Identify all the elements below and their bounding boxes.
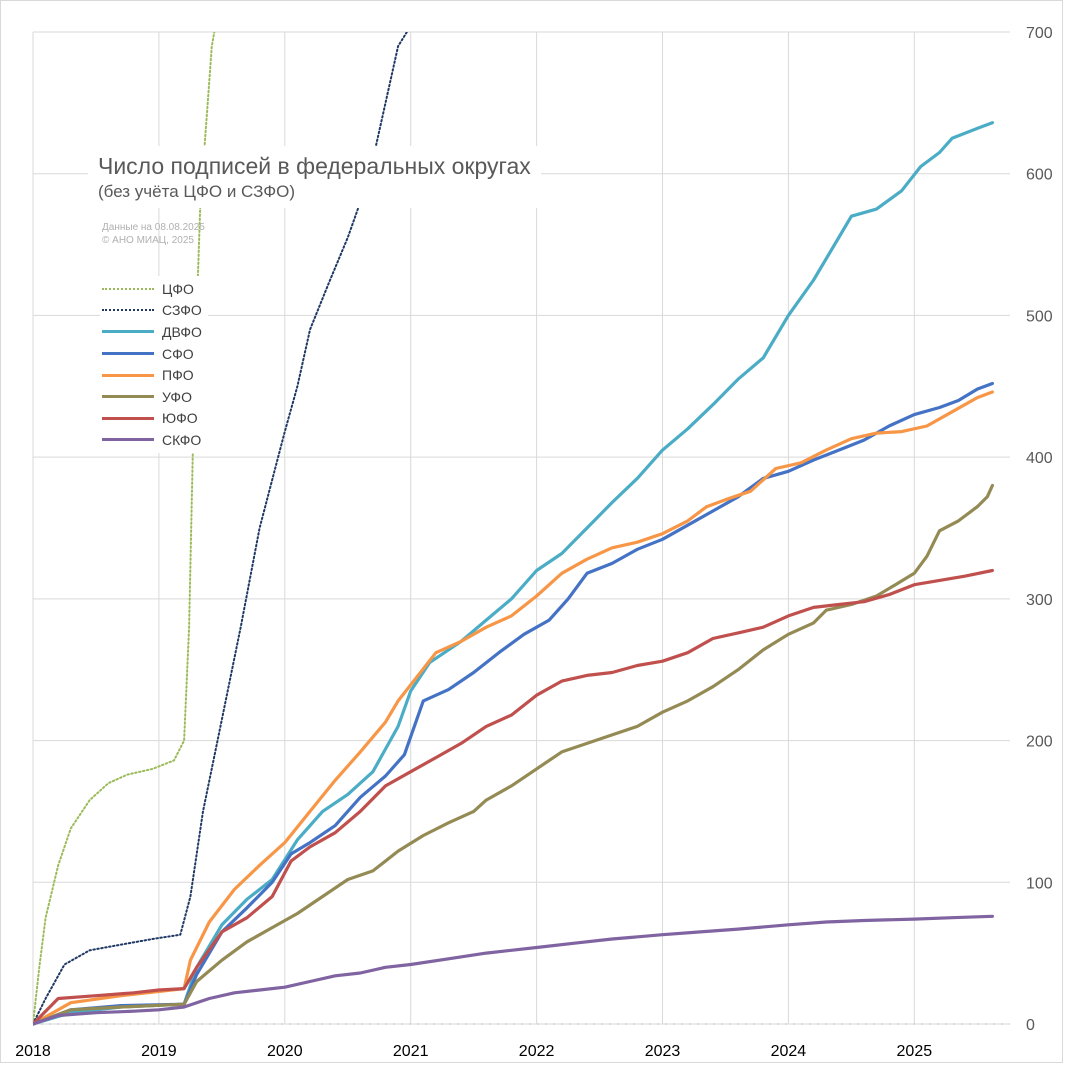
legend-swatch	[102, 352, 154, 356]
y-tick-label: 400	[1026, 450, 1053, 467]
legend-item: СФО	[102, 343, 202, 365]
y-tick-label: 0	[1026, 1017, 1035, 1034]
legend-swatch	[102, 309, 154, 312]
series-line	[33, 121, 995, 1026]
legend-item: СЗФО	[102, 300, 202, 322]
x-tick-label: 2018	[15, 1043, 51, 1060]
chart-legend: ЦФО СЗФО ДВФО СФО ПФО УФО ЮФО СКФО	[100, 276, 208, 453]
legend-swatch	[102, 330, 154, 334]
legend-item: ПФО	[102, 364, 202, 386]
y-axis-ticks: 0 100 200 300 400 500 600 700	[1026, 25, 1053, 1034]
y-tick-label: 300	[1026, 592, 1053, 609]
legend-item: СКФО	[102, 429, 202, 451]
copyright-note: © АНО МИАЦ, 2025	[102, 235, 194, 246]
data-date-note: Данные на 08.08.2025	[102, 222, 205, 233]
x-tick-label: 2023	[645, 1043, 681, 1060]
x-tick-label: 2021	[393, 1043, 429, 1060]
series-line	[33, 390, 995, 1026]
chart-notes: Данные на 08.08.2025 © АНО МИАЦ, 2025	[102, 221, 205, 247]
y-tick-label: 700	[1026, 25, 1053, 42]
series-line	[33, 32, 408, 1025]
legend-item: УФО	[102, 386, 202, 408]
legend-item: ЮФО	[102, 408, 202, 430]
chart-subtitle: (без учёта ЦФО и СЗФО)	[98, 182, 296, 201]
x-tick-label: 2019	[141, 1043, 177, 1060]
y-tick-label: 200	[1026, 734, 1053, 751]
y-tick-label: 100	[1026, 875, 1053, 892]
x-tick-label: 2020	[267, 1043, 303, 1060]
legend-swatch	[102, 395, 154, 399]
y-tick-label: 500	[1026, 308, 1053, 325]
legend-swatch	[102, 438, 154, 442]
chart-title: Число подписей в федеральных округах	[98, 153, 531, 179]
legend-label: СФО	[162, 345, 194, 362]
series-line	[33, 483, 995, 1026]
legend-item: ЦФО	[102, 278, 202, 300]
series-lines	[33, 32, 995, 1026]
x-tick-label: 2024	[771, 1043, 807, 1060]
series-line	[33, 568, 995, 1026]
legend-label: СКФО	[162, 431, 202, 448]
series-line	[33, 914, 995, 1026]
x-tick-label: 2025	[897, 1043, 933, 1060]
legend-label: ЦФО	[162, 280, 194, 297]
legend-label: СЗФО	[162, 302, 202, 319]
x-tick-label: 2022	[519, 1043, 555, 1060]
legend-label: ПФО	[162, 367, 194, 384]
x-axis-ticks: 2018 2019 2020 2021 2022 2023 2024 2025	[15, 1043, 932, 1060]
legend-label: ЮФО	[162, 410, 198, 427]
legend-item: ДВФО	[102, 321, 202, 343]
chart-title-box: Число подписей в федеральных округах (бе…	[88, 146, 541, 208]
legend-label: ДВФО	[162, 323, 202, 340]
legend-swatch	[102, 287, 154, 290]
legend-swatch	[102, 373, 154, 377]
y-tick-label: 600	[1026, 167, 1053, 184]
legend-label: УФО	[162, 388, 192, 405]
series-line	[33, 381, 995, 1026]
legend-swatch	[102, 416, 154, 420]
